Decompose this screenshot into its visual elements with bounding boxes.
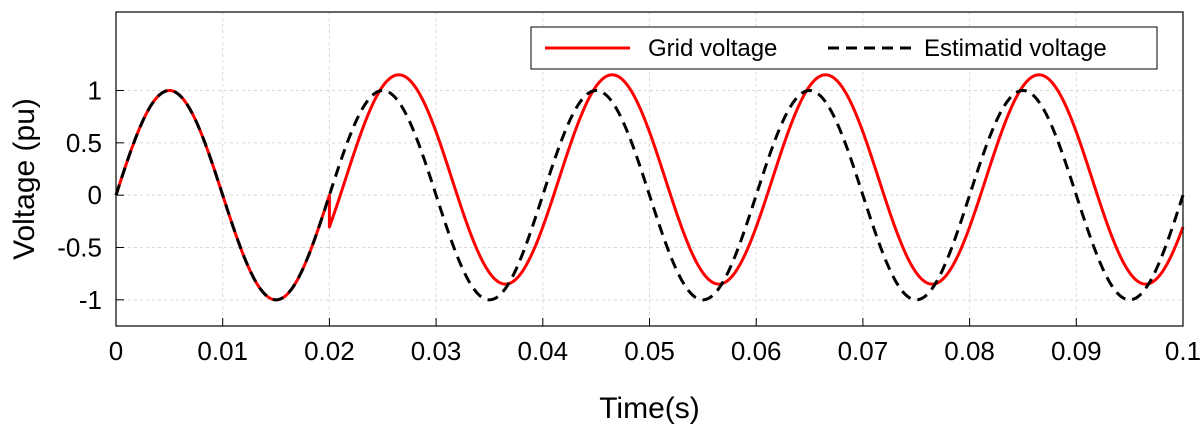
y-tick-label: 1 [88, 76, 102, 106]
x-tick-label: 0.08 [944, 336, 995, 366]
legend: Grid voltage Estimatid voltage [530, 26, 1158, 70]
x-tick-label: 0.07 [838, 336, 889, 366]
legend-label-estimated-voltage: Estimatid voltage [924, 35, 1107, 62]
ticks: 0 0.01 0.02 0.03 0.04 0.05 0.06 0.07 0.08 0.09 0.1… [57, 76, 1200, 367]
x-tick-label: 0.04 [517, 336, 568, 366]
x-axis-title: Time(s) [599, 392, 700, 425]
y-tick-label: -1 [79, 285, 102, 315]
x-tick-label: 0.03 [411, 336, 462, 366]
x-tick-label: 0 [109, 336, 123, 366]
x-tick-label: 0.06 [731, 336, 782, 366]
legend-label-grid-voltage: Grid voltage [648, 35, 777, 62]
series-layer [114, 73, 1185, 302]
y-tick-label: 0 [88, 180, 102, 210]
y-tick-label: -0.5 [57, 233, 102, 263]
y-axis-title: Voltage (pu) [8, 98, 41, 260]
y-tick-label: 0.5 [66, 128, 102, 158]
legend-box [530, 26, 1158, 70]
x-tick-label: 0.09 [1051, 336, 1102, 366]
grid [115, 12, 1184, 326]
x-tick-label: 0.05 [624, 336, 675, 366]
x-tick-label: 0.01 [197, 336, 248, 366]
x-tick-label: 0.02 [304, 336, 355, 366]
series-line-estimated-voltage [114, 89, 1185, 302]
x-tick-label: 0.1 [1165, 336, 1200, 366]
